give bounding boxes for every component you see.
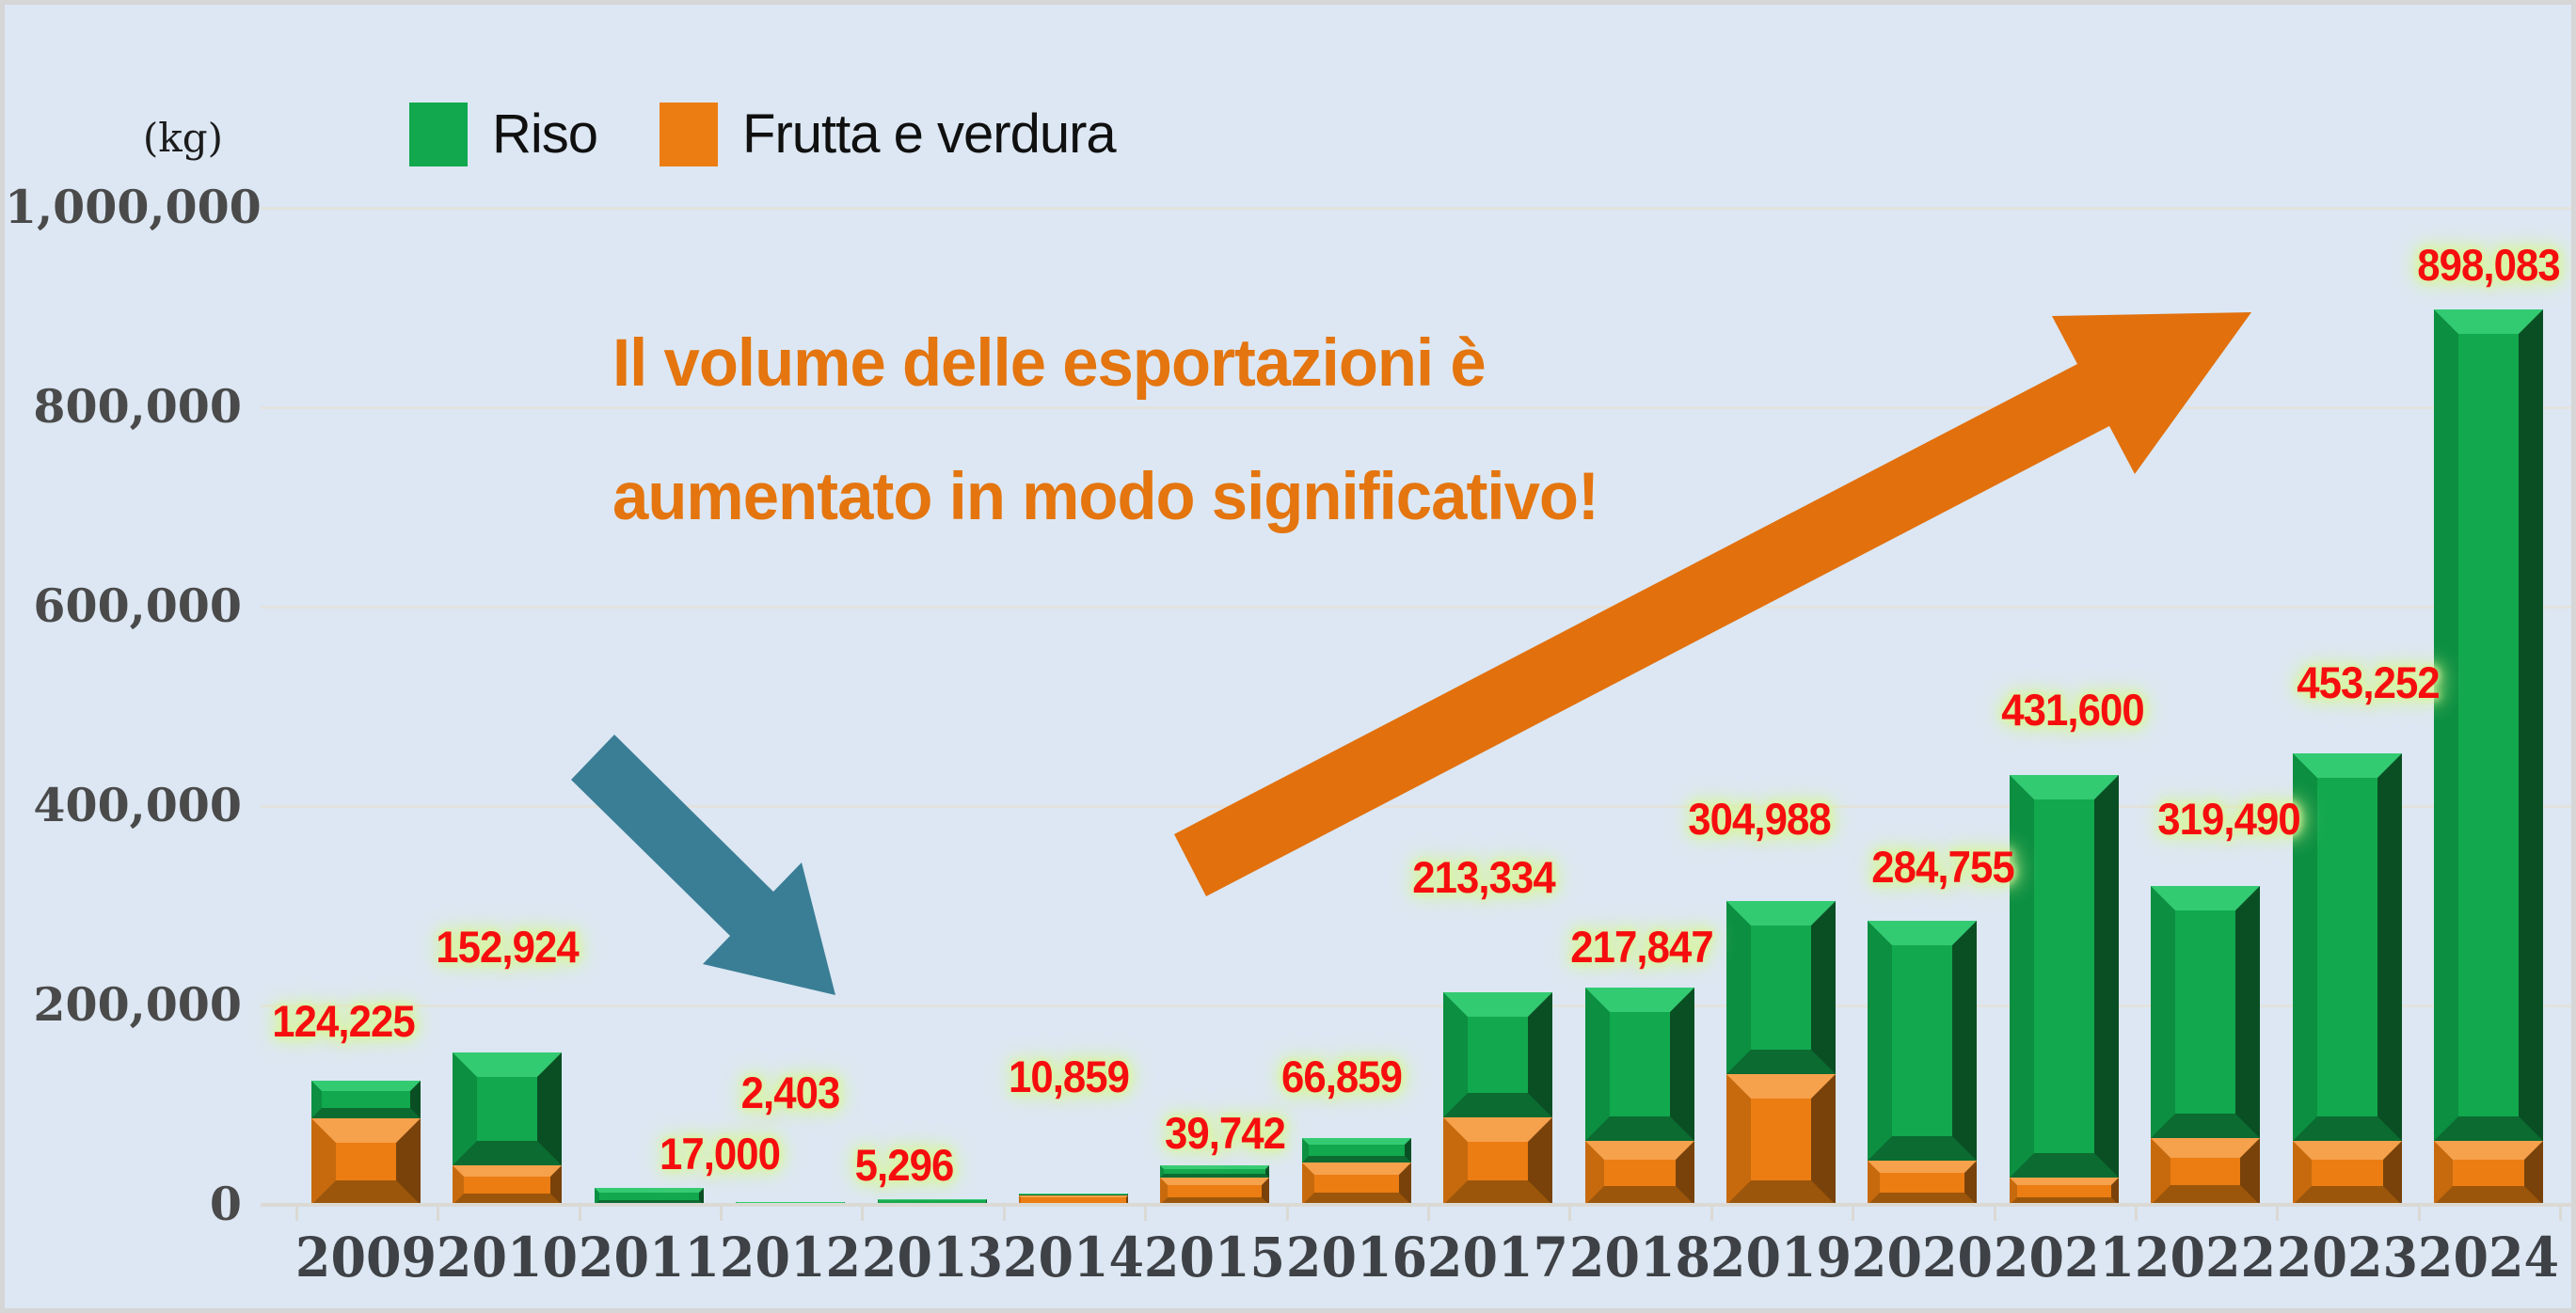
x-axis-tick	[1993, 1205, 1996, 1221]
bar-segment-riso	[1019, 1194, 1128, 1196]
x-axis-tick	[861, 1205, 865, 1221]
year-label: 2018	[1568, 1226, 1710, 1289]
bar-segment-frutta-e-verdura	[1443, 1116, 1553, 1205]
annotation-line-1: Il volume delle esportazioni è	[612, 326, 1487, 401]
bar-segment-frutta-e-verdura	[1584, 1141, 1694, 1205]
x-axis-baseline	[261, 1203, 2571, 1207]
value-label: 152,924	[436, 921, 580, 972]
value-label: 5,296	[854, 1140, 954, 1191]
legend-label-frutta-e-verdura: Frutta e verdura	[742, 103, 1117, 165]
bar-segment-frutta-e-verdura	[1160, 1178, 1270, 1205]
legend-label-riso: Riso	[492, 103, 598, 165]
bar-segment-riso	[311, 1081, 421, 1118]
bar-segment-frutta-e-verdura	[2009, 1178, 2119, 1205]
year-label: 2011	[578, 1226, 720, 1289]
y-tick-label: 0	[209, 1177, 242, 1231]
bar-segment-frutta-e-verdura	[1301, 1163, 1411, 1205]
value-label: 213,334	[1412, 851, 1555, 902]
bar-segment-riso	[594, 1187, 704, 1205]
year-label: 2024	[2417, 1226, 2560, 1289]
bar-segment-frutta-e-verdura	[2151, 1137, 2261, 1205]
y-tick-label: 200,000	[33, 977, 242, 1032]
value-label: 898,083	[2417, 240, 2560, 291]
value-label: 66,859	[1280, 1052, 1403, 1102]
x-axis-tick	[2276, 1205, 2280, 1221]
year-label: 2023	[2276, 1226, 2418, 1289]
bar-segment-frutta-e-verdura	[311, 1117, 421, 1205]
bar-segment-riso	[2151, 886, 2261, 1138]
x-axis-tick	[1427, 1205, 1430, 1221]
value-label: 284,755	[1871, 842, 2015, 893]
bar-segment-riso	[2292, 752, 2402, 1142]
year-label: 2017	[1427, 1226, 1569, 1289]
bar-segment-riso	[1584, 988, 1694, 1142]
decline-arrow-icon	[571, 735, 835, 995]
year-label: 2009	[294, 1226, 437, 1289]
year-label: 2021	[1993, 1226, 2135, 1289]
value-label: 319,490	[2157, 794, 2300, 845]
bar-segment-riso	[1301, 1138, 1411, 1163]
x-axis-tick	[1568, 1205, 1572, 1221]
gridline	[261, 1004, 2571, 1007]
x-axis-tick	[1852, 1205, 1855, 1221]
bar-segment-riso	[1868, 921, 1978, 1162]
x-axis-tick	[720, 1205, 723, 1221]
x-axis-tick	[578, 1205, 581, 1221]
x-axis-tick	[1285, 1205, 1289, 1221]
year-label: 2012	[720, 1226, 862, 1289]
gridline	[261, 405, 2571, 409]
x-axis-tick	[294, 1205, 298, 1221]
bar-segment-frutta-e-verdura	[1868, 1161, 1978, 1205]
x-axis-tick	[1002, 1205, 1006, 1221]
value-label: 217,847	[1569, 922, 1713, 973]
value-label: 453,252	[2296, 656, 2440, 707]
bar-segment-riso	[1160, 1164, 1270, 1179]
bar-segment-riso	[2434, 309, 2543, 1142]
x-axis-tick	[2559, 1205, 2563, 1221]
gridline	[261, 605, 2571, 609]
y-axis-unit-label: (kg)	[142, 115, 223, 161]
bar-segment-frutta-e-verdura	[1726, 1074, 1836, 1205]
bar-segment-riso	[453, 1052, 563, 1165]
bar-segment-riso	[1726, 900, 1836, 1075]
value-label: 2,403	[740, 1068, 841, 1118]
bar-segment-frutta-e-verdura	[2292, 1141, 2402, 1205]
y-tick-label: 400,000	[33, 778, 242, 832]
x-axis-tick	[1144, 1205, 1148, 1221]
year-label: 2019	[1709, 1226, 1852, 1289]
year-label: 2013	[861, 1226, 1003, 1289]
y-tick-label: 800,000	[33, 379, 242, 434]
value-label: 39,742	[1165, 1107, 1286, 1158]
x-axis-tick	[2417, 1205, 2421, 1221]
bar-segment-frutta-e-verdura	[2434, 1141, 2543, 1205]
value-label: 124,225	[272, 996, 415, 1047]
value-label: 10,859	[1008, 1052, 1130, 1102]
year-label: 2010	[437, 1226, 579, 1289]
x-axis-tick	[2135, 1205, 2138, 1221]
gridline	[261, 206, 2571, 210]
year-label: 2015	[1144, 1226, 1286, 1289]
legend-swatch-frutta-e-verdura	[660, 103, 719, 166]
legend-swatch-riso	[409, 103, 468, 166]
value-label: 431,600	[2001, 684, 2144, 735]
y-tick-label: 600,000	[33, 578, 242, 633]
bar-segment-riso	[2009, 774, 2119, 1179]
x-axis-tick	[437, 1205, 440, 1221]
bar-segment-frutta-e-verdura	[453, 1164, 563, 1205]
legend: Riso Frutta e verdura	[409, 103, 1178, 166]
annotation-line-2: aumentato in modo significativo!	[612, 460, 1599, 534]
value-label: 17,000	[659, 1128, 781, 1179]
year-label: 2014	[1002, 1226, 1145, 1289]
value-label: 304,988	[1688, 793, 1831, 844]
y-tick-label: 1,000,000	[5, 180, 262, 234]
x-axis-tick	[1709, 1205, 1713, 1221]
year-label: 2022	[2135, 1226, 2277, 1289]
year-label: 2020	[1852, 1226, 1994, 1289]
year-label: 2016	[1285, 1226, 1427, 1289]
bar-segment-riso	[1443, 991, 1553, 1117]
